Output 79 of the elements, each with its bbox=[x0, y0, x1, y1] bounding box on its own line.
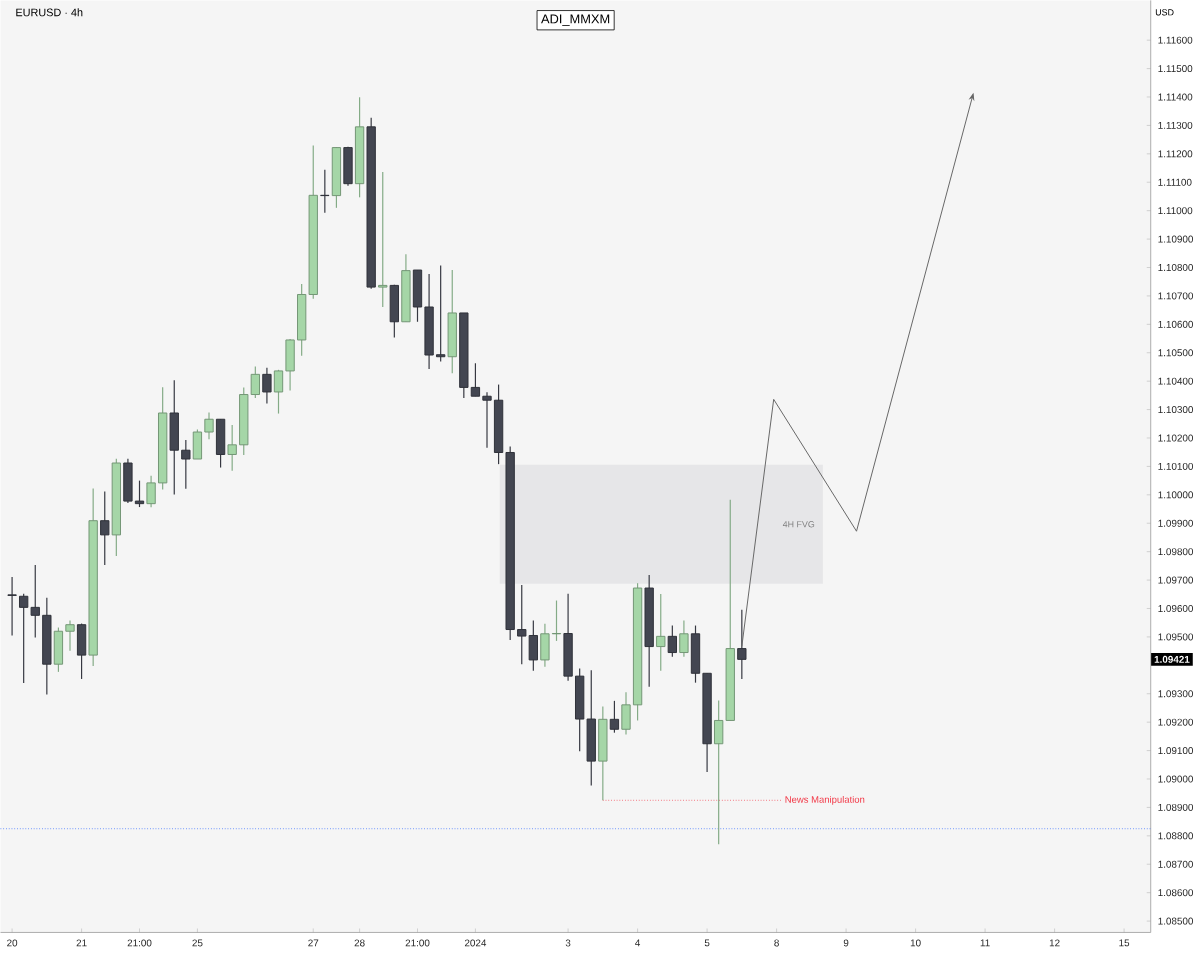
y-tick-label: 1.11400 bbox=[1158, 93, 1193, 101]
y-tick-label: 1.08600 bbox=[1158, 889, 1194, 897]
x-tick-label: 3 bbox=[565, 939, 571, 947]
x-tick-label: 12 bbox=[1049, 939, 1060, 947]
y-axis-title: USD bbox=[1155, 9, 1174, 16]
x-tick-label: 11 bbox=[980, 939, 990, 947]
candlestick bbox=[250, 365, 260, 399]
x-tick-label: 21:00 bbox=[405, 939, 430, 947]
y-tick-label: 1.09000 bbox=[1158, 775, 1194, 783]
candlestick bbox=[181, 439, 191, 490]
x-tick-label: 25 bbox=[192, 939, 203, 947]
y-tick-label: 1.08500 bbox=[1158, 917, 1194, 925]
text: ADI_MMXM bbox=[541, 14, 610, 26]
candlestick bbox=[30, 564, 40, 639]
text: 1.09421 bbox=[1154, 655, 1190, 663]
y-tick-label: 1.09700 bbox=[1158, 576, 1194, 584]
x-tick-label: 2024 bbox=[464, 939, 487, 947]
candlestick bbox=[227, 424, 237, 472]
candlestick bbox=[320, 169, 330, 214]
y-tick-label: 1.11500 bbox=[1158, 65, 1193, 73]
y-tick-label: 1.09100 bbox=[1158, 747, 1194, 755]
candlestick bbox=[517, 584, 527, 665]
y-tick-label: 1.11100 bbox=[1158, 178, 1192, 186]
candlestick bbox=[273, 369, 284, 415]
y-tick-label: 1.09800 bbox=[1158, 548, 1194, 556]
candlestick bbox=[19, 593, 29, 684]
y-tick-label: 1.08900 bbox=[1158, 803, 1194, 811]
y-tick-label: 1.10800 bbox=[1158, 263, 1194, 271]
band-label: 4H FVG bbox=[782, 521, 815, 528]
candlestick bbox=[436, 264, 446, 363]
candlestick bbox=[667, 624, 677, 658]
y-tick-label: 1.10600 bbox=[1158, 320, 1194, 328]
candlestick bbox=[609, 700, 620, 734]
candlestick bbox=[100, 490, 110, 566]
y-tick-label: 1.10200 bbox=[1158, 434, 1194, 442]
candlestick bbox=[737, 608, 747, 680]
x-tick-label: 27 bbox=[308, 939, 319, 947]
x-tick-label: 21:00 bbox=[127, 939, 152, 947]
candlestick bbox=[378, 171, 388, 308]
candlestick bbox=[134, 479, 145, 508]
candlestick bbox=[482, 391, 492, 449]
y-tick-label: 1.10100 bbox=[1158, 462, 1194, 470]
y-tick-label: 1.08700 bbox=[1158, 860, 1194, 868]
y-tick-label: 1.10300 bbox=[1158, 406, 1194, 414]
candlestick bbox=[262, 367, 272, 405]
y-tick-label: 1.08800 bbox=[1158, 832, 1194, 840]
y-tick-label: 1.10900 bbox=[1158, 235, 1194, 243]
y-tick-label: 1.10400 bbox=[1158, 377, 1194, 385]
y-tick-label: 1.11300 bbox=[1158, 121, 1193, 129]
ref-line-label: News Manipulation bbox=[785, 795, 865, 805]
y-tick-label: 1.11200 bbox=[1158, 150, 1193, 158]
x-tick-label: 28 bbox=[354, 939, 365, 947]
y-tick-label: 1.10700 bbox=[1158, 292, 1194, 300]
candlestick bbox=[656, 593, 666, 672]
y-tick-label: 1.09600 bbox=[1158, 604, 1194, 612]
y-tick-label: 1.09500 bbox=[1158, 633, 1194, 641]
candlestick bbox=[204, 411, 214, 440]
candlestick bbox=[470, 362, 481, 397]
y-tick-label: 1.11000 bbox=[1158, 207, 1193, 215]
x-tick-label: 4 bbox=[635, 939, 641, 947]
x-tick-label: 20 bbox=[7, 939, 18, 947]
candlestick bbox=[714, 699, 724, 845]
y-tick-label: 1.11600 bbox=[1158, 36, 1193, 44]
x-tick-label: 10 bbox=[910, 939, 921, 947]
x-tick-label: 15 bbox=[1119, 939, 1130, 947]
text: EURUSD · 4h bbox=[16, 8, 83, 17]
candlestick bbox=[679, 619, 689, 658]
candlestick bbox=[146, 475, 156, 508]
y-tick-label: 1.09300 bbox=[1158, 690, 1194, 698]
x-tick-label: 9 bbox=[843, 939, 849, 947]
x-tick-label: 21 bbox=[76, 939, 87, 947]
y-tick-label: 1.10500 bbox=[1158, 349, 1194, 357]
candlestick bbox=[65, 619, 75, 652]
candlestick bbox=[7, 576, 17, 637]
y-tick-label: 1.09900 bbox=[1158, 519, 1194, 527]
y-tick-label: 1.09200 bbox=[1158, 718, 1194, 726]
y-tick-label: 1.10000 bbox=[1158, 491, 1194, 499]
x-tick-label: 5 bbox=[704, 939, 710, 947]
x-tick-label: 8 bbox=[774, 939, 779, 947]
